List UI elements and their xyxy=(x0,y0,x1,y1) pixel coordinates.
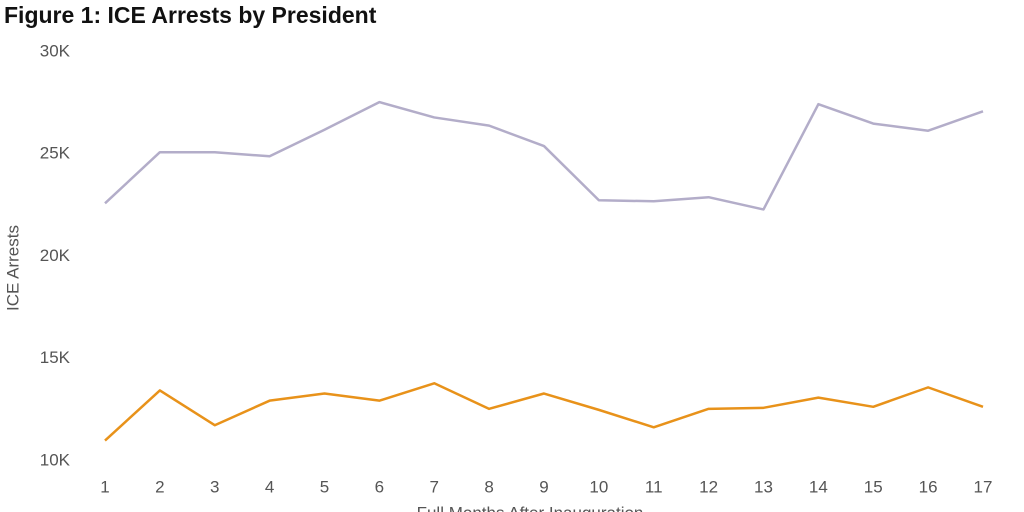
x-tick-label: 15 xyxy=(864,477,883,496)
x-tick-label: 13 xyxy=(754,477,773,496)
x-tick-label: 6 xyxy=(375,477,384,496)
x-tick-label: 9 xyxy=(539,477,548,496)
series-line xyxy=(104,382,984,442)
x-tick-label: 11 xyxy=(645,477,663,496)
x-tick-label: 8 xyxy=(484,477,493,496)
x-tick-label: 17 xyxy=(974,477,993,496)
series-line xyxy=(104,100,984,211)
y-axis-label: ICE Arrests xyxy=(3,225,22,311)
x-tick-label: 2 xyxy=(155,477,164,496)
y-tick-label: 25K xyxy=(40,144,71,163)
x-tick-label: 3 xyxy=(210,477,219,496)
y-tick-label: 30K xyxy=(40,41,71,60)
x-tick-label: 5 xyxy=(320,477,329,496)
chart-title: Figure 1: ICE Arrests by President xyxy=(4,2,377,28)
y-tick-label: 15K xyxy=(40,348,71,367)
y-tick-label: 20K xyxy=(40,246,71,265)
x-tick-label: 14 xyxy=(809,477,828,496)
y-tick-label: 10K xyxy=(40,450,71,469)
x-tick-label: 1 xyxy=(100,477,109,496)
x-tick-label: 10 xyxy=(589,477,608,496)
x-tick-label: 12 xyxy=(699,477,718,496)
x-axis-label: Full Months After Inauguration xyxy=(417,503,644,512)
x-tick-label: 4 xyxy=(265,477,274,496)
x-tick-label: 7 xyxy=(430,477,439,496)
x-tick-label: 16 xyxy=(919,477,938,496)
